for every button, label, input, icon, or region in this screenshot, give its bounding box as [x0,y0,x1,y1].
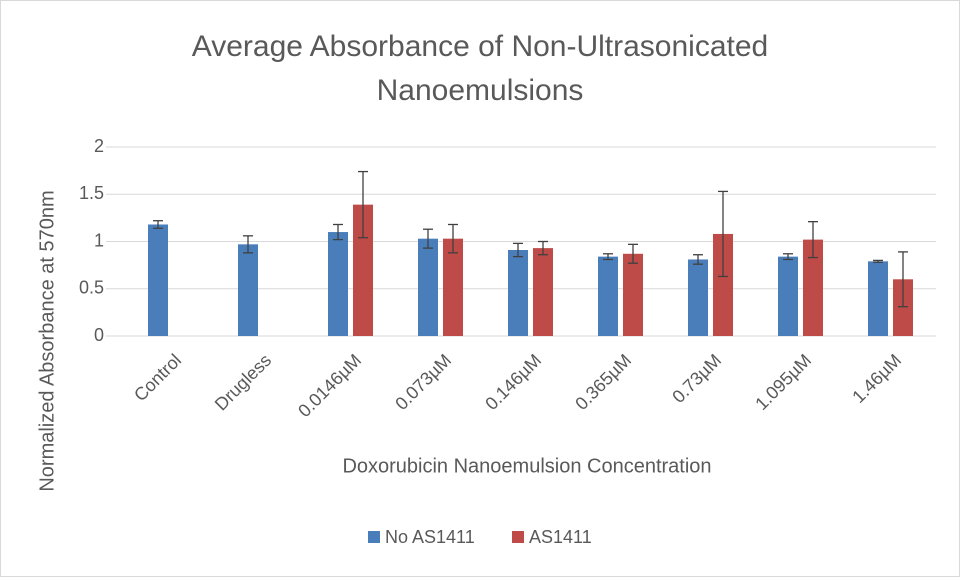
bar [443,238,463,336]
bar [508,250,528,336]
chart-title: Average Absorbance of Non-Ultrasonicated [192,30,768,63]
bar [688,259,708,336]
legend-label: No AS1411 [385,527,475,547]
y-tick-label: 1.5 [79,183,104,203]
error-bar [153,220,163,229]
error-bar [243,235,253,254]
y-tick-label: 0 [94,325,104,345]
legend-label: AS1411 [529,527,592,547]
bar [148,224,168,336]
error-bar [448,223,458,254]
chart-title: Nanoemulsions [377,74,584,107]
bar [328,232,348,336]
error-bar [423,228,433,249]
bar [623,253,643,336]
error-bar [873,259,883,263]
bar [238,244,258,336]
error-bar [808,221,818,259]
y-axis-label: Normalized Absorbance at 570nm [36,190,58,491]
error-bar [333,223,343,241]
bar [533,248,553,336]
bar [418,238,438,336]
error-bar [358,170,368,239]
bar [868,261,888,336]
y-tick-label: 0.5 [79,278,104,298]
error-bar [693,254,703,265]
error-bar [718,190,728,278]
y-tick-label: 1 [94,230,104,250]
legend-swatch [368,531,380,543]
error-bar [628,243,638,264]
y-tick-label: 2 [94,136,104,156]
bar [803,239,823,336]
legend-swatch [512,531,524,543]
bar [713,233,733,336]
x-axis-label: Doxorubicin Nanoemulsion Concentration [342,455,711,477]
error-bar [513,242,523,258]
error-bar [603,253,613,261]
bar [778,256,798,336]
error-bar [538,240,548,256]
error-bar [898,251,908,308]
bar [893,279,913,336]
bar [598,256,618,336]
error-bar [783,253,793,261]
